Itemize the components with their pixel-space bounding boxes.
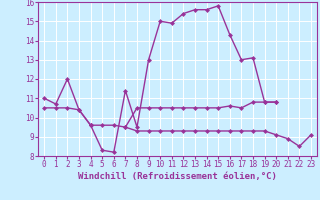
X-axis label: Windchill (Refroidissement éolien,°C): Windchill (Refroidissement éolien,°C) bbox=[78, 172, 277, 181]
